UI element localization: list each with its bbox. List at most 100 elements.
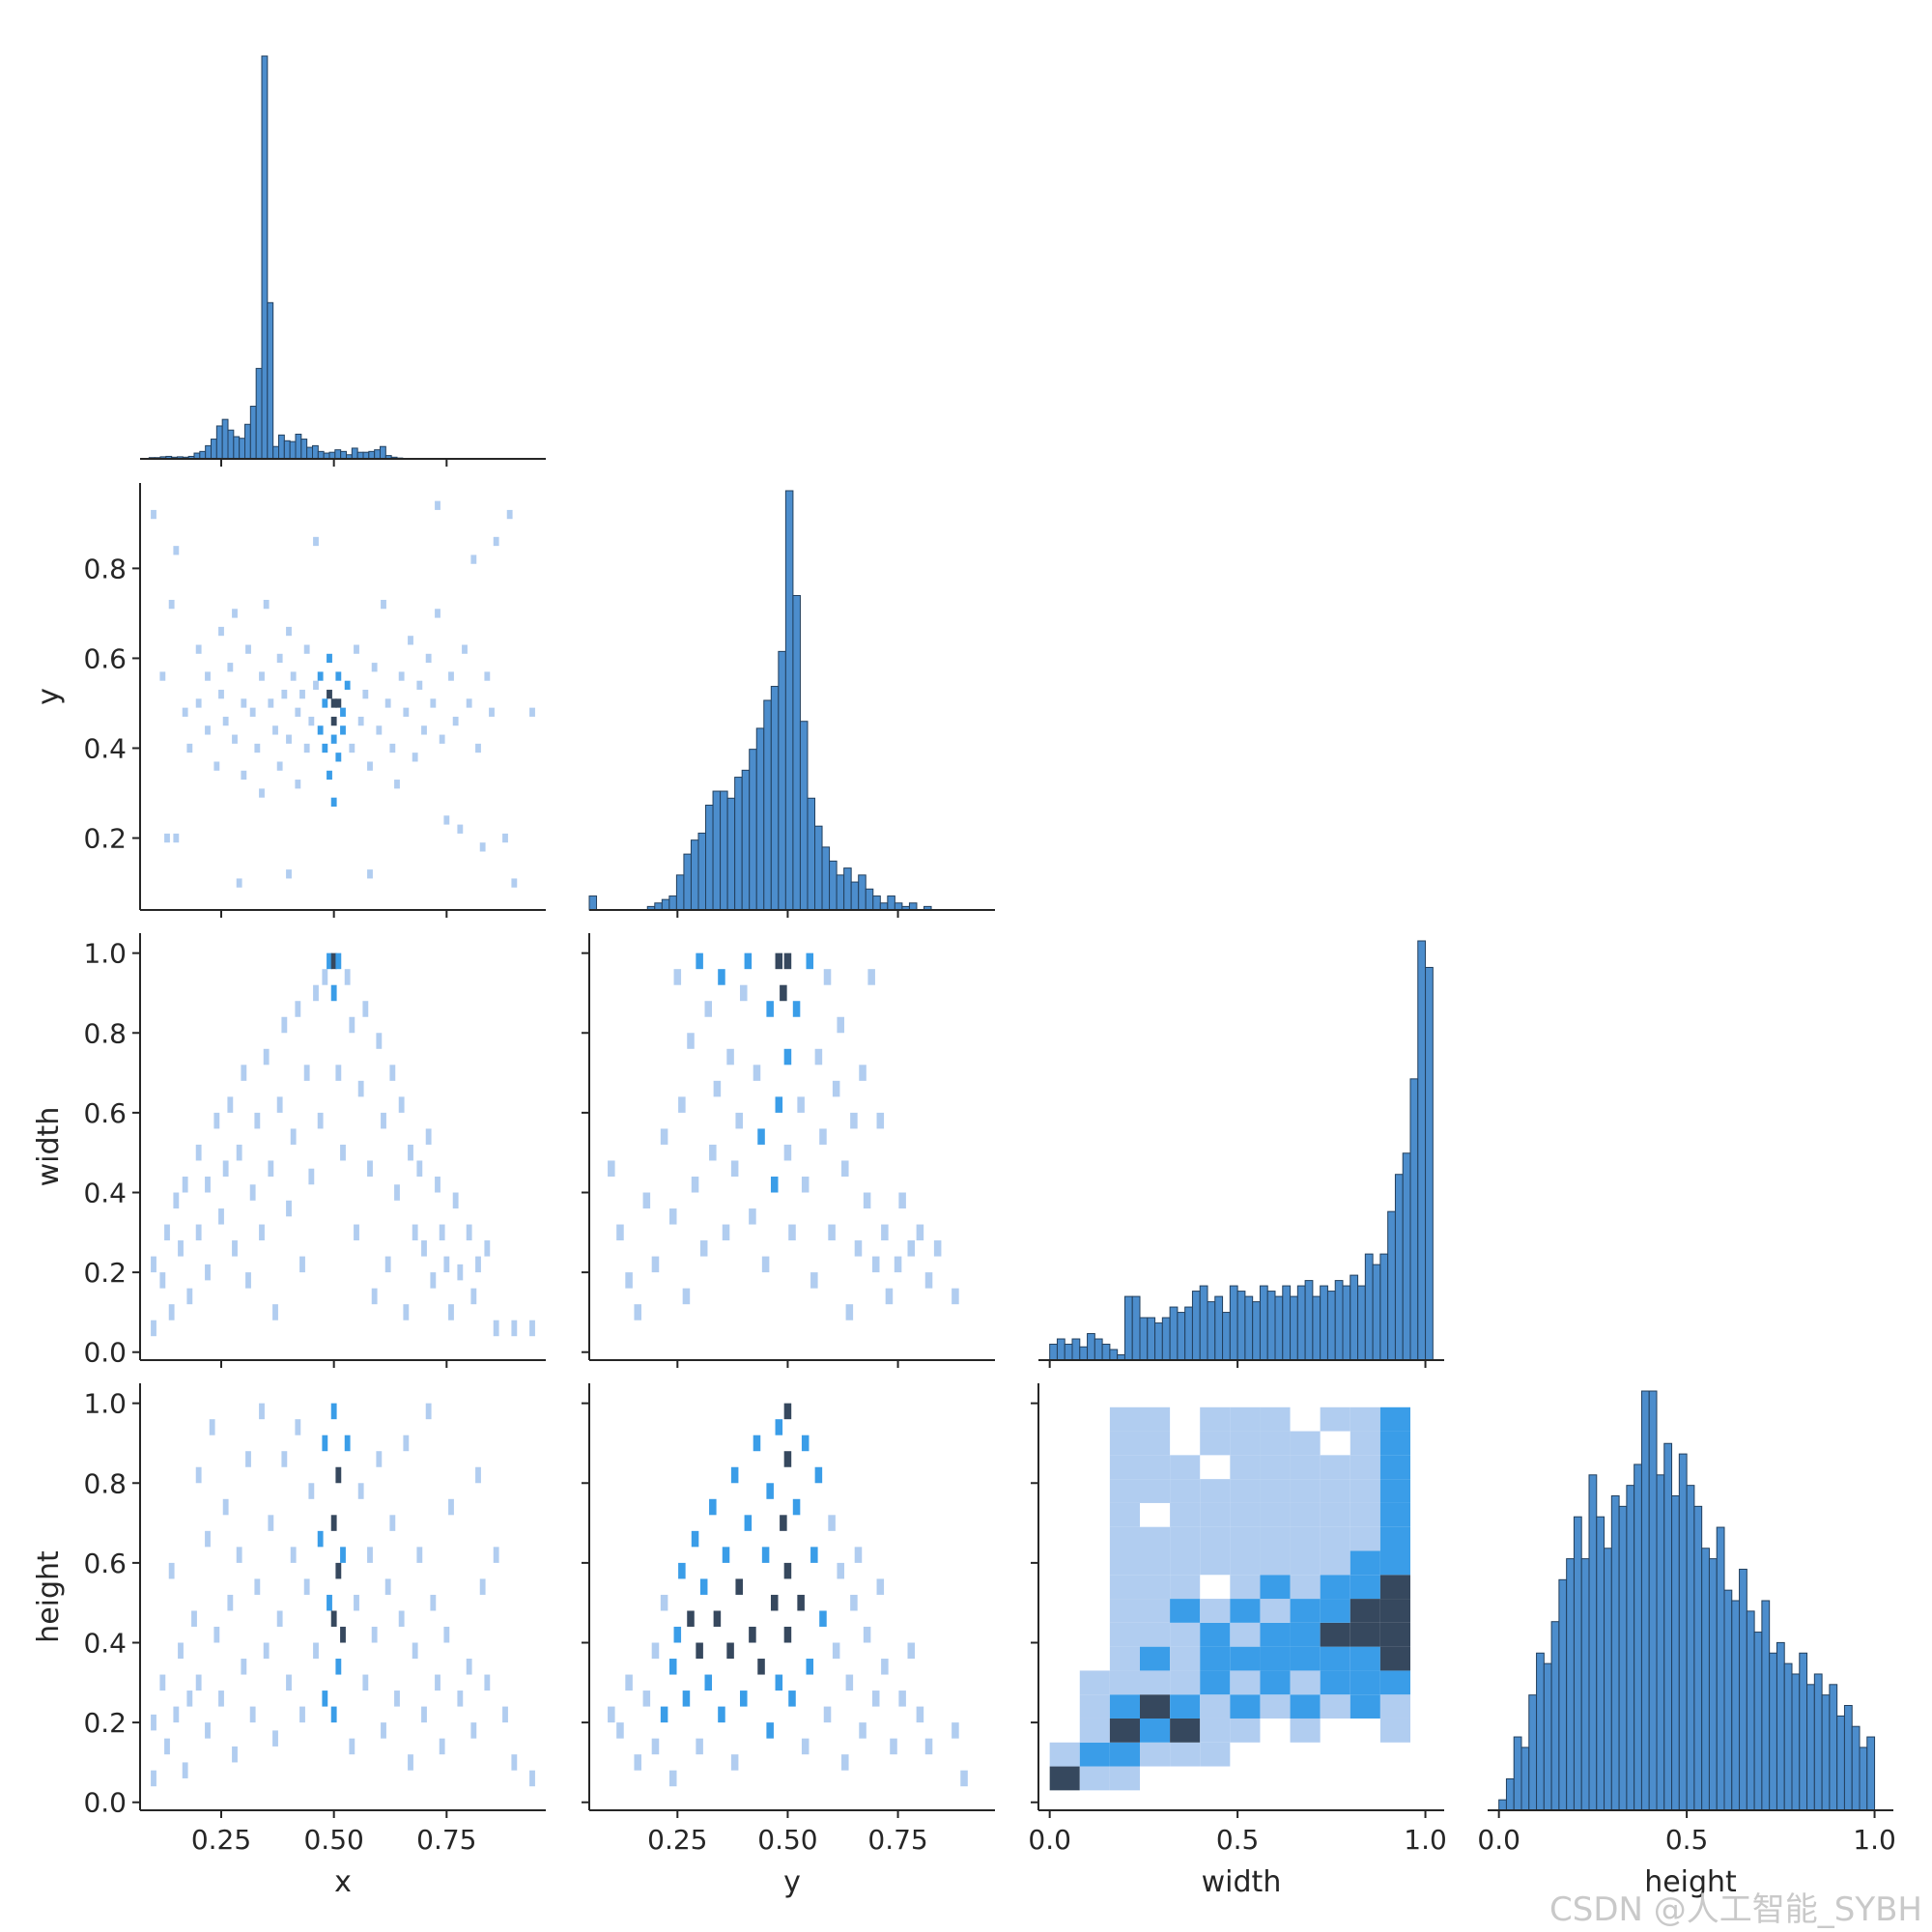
- heat-cell-y-x: [330, 734, 337, 744]
- hist-bar-width: [1320, 1285, 1328, 1361]
- hist-bar-y: [763, 699, 772, 911]
- heat-cell-y-x: [263, 599, 270, 610]
- heat-cell-height-width: [1170, 1670, 1201, 1695]
- heat-cell-width-y: [907, 1240, 916, 1257]
- heat-cell-width-x: [394, 1184, 400, 1201]
- heat-cell-height-y: [678, 1562, 686, 1579]
- heat-cell-height-width: [1170, 1526, 1201, 1551]
- heat-cell-width-y: [845, 1304, 854, 1321]
- hist-bar-width: [1087, 1333, 1095, 1361]
- heat-cell-height-width: [1260, 1599, 1291, 1623]
- heat-cell-y-x: [299, 690, 305, 699]
- heat-cell-width-x: [381, 1112, 386, 1129]
- heat-cell-height-y: [709, 1498, 717, 1516]
- panel-height-vs-width: 0.0 0.5 1.0 width: [1028, 1383, 1447, 1899]
- hist-bar-x: [211, 439, 217, 460]
- heat-cell-width-y: [770, 1176, 779, 1193]
- hist-bar-height: [1776, 1641, 1785, 1811]
- hist-bar-height: [1648, 1390, 1658, 1811]
- heat-cell-height-width: [1230, 1455, 1261, 1480]
- hist-bar-y: [668, 895, 677, 911]
- heat-cell-width-y: [854, 1240, 863, 1257]
- heat-cell-height-x: [340, 1626, 346, 1643]
- heat-cell-height-y: [726, 1642, 734, 1660]
- heat-cell-height-x: [205, 1530, 211, 1548]
- heat-cell-height-width: [1290, 1550, 1321, 1576]
- heat-cell-width-x: [173, 1192, 180, 1209]
- hist-bar-height: [1588, 1474, 1598, 1811]
- heat-cell-height-width: [1200, 1670, 1231, 1695]
- heat-cell-width-y: [894, 1256, 902, 1273]
- heat-cell-height-width: [1049, 1766, 1080, 1791]
- heat-cell-width-y: [625, 1272, 633, 1289]
- heat-cell-height-width: [1049, 1742, 1080, 1767]
- heat-cell-width-x: [263, 1048, 270, 1065]
- heat-cell-height-y: [783, 1403, 792, 1420]
- heat-cell-height-x: [241, 1659, 247, 1675]
- heat-cell-y-x: [394, 780, 400, 789]
- heat-cell-height-x: [308, 1483, 315, 1499]
- heat-cell-width-y: [726, 1048, 734, 1065]
- heat-cell-height-y: [828, 1515, 836, 1531]
- heat-cell-width-y: [806, 952, 814, 970]
- heat-cell-height-y: [668, 1659, 677, 1675]
- hist-bar-y: [872, 895, 881, 911]
- heat-cell-width-x: [330, 984, 337, 1002]
- heat-cell-height-width: [1350, 1431, 1380, 1456]
- heat-cell-width-x: [448, 1304, 454, 1321]
- heat-cell-y-x: [475, 743, 481, 753]
- hist-bar-height: [1686, 1485, 1695, 1811]
- hist-bar-x: [215, 425, 223, 460]
- x-tick-label: 0.0: [1477, 1824, 1520, 1856]
- heat-cell-width-x: [290, 1128, 297, 1145]
- hist-bar-width: [1259, 1285, 1268, 1361]
- heat-cell-width-x: [299, 1256, 305, 1273]
- heat-cell-width-x: [213, 1112, 220, 1129]
- heat-cell-y-x: [484, 671, 491, 681]
- y-tick-label: 0.6: [83, 1097, 127, 1129]
- hist-bar-x: [317, 450, 325, 460]
- heat-cell-height-y: [876, 1578, 885, 1595]
- heat-cell-width-y: [841, 1160, 849, 1177]
- heat-cell-height-width: [1109, 1406, 1140, 1432]
- heat-cell-y-x: [330, 698, 337, 708]
- heat-cell-y-x: [159, 671, 166, 681]
- heat-cell-height-y: [783, 1562, 792, 1579]
- heat-cell-y-x: [330, 797, 337, 807]
- heat-cell-y-x: [367, 761, 373, 771]
- panel-height-vs-y: 0.25 0.50 0.75 y: [582, 1383, 995, 1899]
- heat-cell-height-x: [317, 1530, 324, 1548]
- hist-bar-y: [836, 874, 845, 911]
- heat-cell-height-width: [1079, 1694, 1110, 1719]
- heat-cell-y-x: [340, 707, 346, 717]
- panel-x-vs-x: [140, 55, 546, 467]
- heat-cell-height-width: [1290, 1670, 1321, 1695]
- heat-cell-height-y: [608, 1706, 615, 1723]
- heat-cell-height-width: [1109, 1431, 1140, 1456]
- hist-bar-x: [374, 449, 381, 460]
- heat-cell-height-width: [1230, 1526, 1261, 1551]
- heat-cell-height-width: [1200, 1502, 1231, 1527]
- heat-cell-y-x: [457, 824, 464, 834]
- hist-bar-width: [1191, 1291, 1201, 1361]
- hist-bar-height: [1618, 1505, 1628, 1811]
- heat-cell-height-y: [801, 1435, 810, 1452]
- hist-bar-width: [1290, 1295, 1298, 1361]
- heat-cell-height-width: [1260, 1406, 1291, 1432]
- heat-cell-width-x: [443, 1256, 450, 1273]
- heat-cell-height-width: [1109, 1575, 1140, 1600]
- heat-cell-height-y: [753, 1435, 761, 1452]
- heat-cell-height-width: [1109, 1502, 1140, 1527]
- hist-bar-x: [267, 301, 274, 460]
- heat-cell-height-x: [362, 1674, 369, 1691]
- heat-cell-height-width: [1230, 1646, 1261, 1671]
- hist-bar-width: [1379, 1253, 1389, 1361]
- y-tick-label: 0.2: [83, 1707, 127, 1739]
- hist-bar-y: [654, 902, 663, 911]
- heat-cell-width-y: [608, 1160, 615, 1177]
- hist-bar-width: [1071, 1338, 1081, 1361]
- hist-bar-width: [1139, 1317, 1149, 1361]
- heat-cell-width-y: [916, 1224, 924, 1241]
- heat-cell-height-y: [682, 1690, 691, 1707]
